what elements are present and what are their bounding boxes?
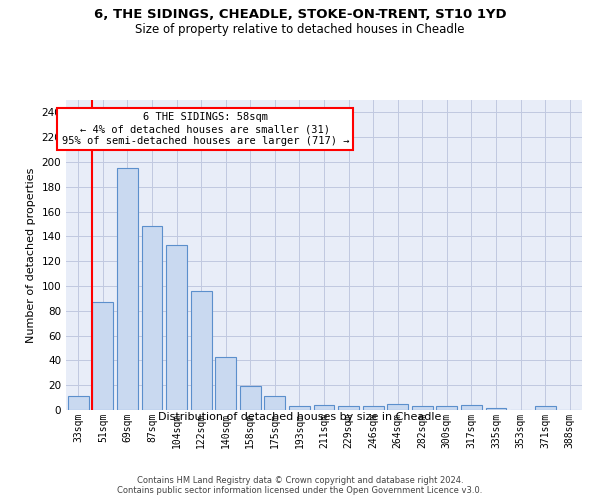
- Y-axis label: Number of detached properties: Number of detached properties: [26, 168, 36, 342]
- Bar: [92, 302, 113, 410]
- Bar: [485, 408, 506, 410]
- Bar: [289, 406, 310, 410]
- Bar: [535, 406, 556, 410]
- Bar: [117, 168, 138, 410]
- Text: Size of property relative to detached houses in Cheadle: Size of property relative to detached ho…: [135, 22, 465, 36]
- Bar: [314, 405, 334, 410]
- Bar: [68, 396, 89, 410]
- Bar: [240, 386, 261, 410]
- Bar: [191, 291, 212, 410]
- Bar: [436, 406, 457, 410]
- Text: Contains HM Land Registry data © Crown copyright and database right 2024.
Contai: Contains HM Land Registry data © Crown c…: [118, 476, 482, 495]
- Text: 6, THE SIDINGS, CHEADLE, STOKE-ON-TRENT, ST10 1YD: 6, THE SIDINGS, CHEADLE, STOKE-ON-TRENT,…: [94, 8, 506, 20]
- Bar: [412, 406, 433, 410]
- Text: 6 THE SIDINGS: 58sqm
← 4% of detached houses are smaller (31)
95% of semi-detach: 6 THE SIDINGS: 58sqm ← 4% of detached ho…: [62, 112, 349, 146]
- Bar: [166, 245, 187, 410]
- Bar: [338, 406, 359, 410]
- Bar: [265, 396, 286, 410]
- Text: Distribution of detached houses by size in Cheadle: Distribution of detached houses by size …: [158, 412, 442, 422]
- Bar: [215, 356, 236, 410]
- Bar: [362, 406, 383, 410]
- Bar: [461, 405, 482, 410]
- Bar: [387, 404, 408, 410]
- Bar: [142, 226, 163, 410]
